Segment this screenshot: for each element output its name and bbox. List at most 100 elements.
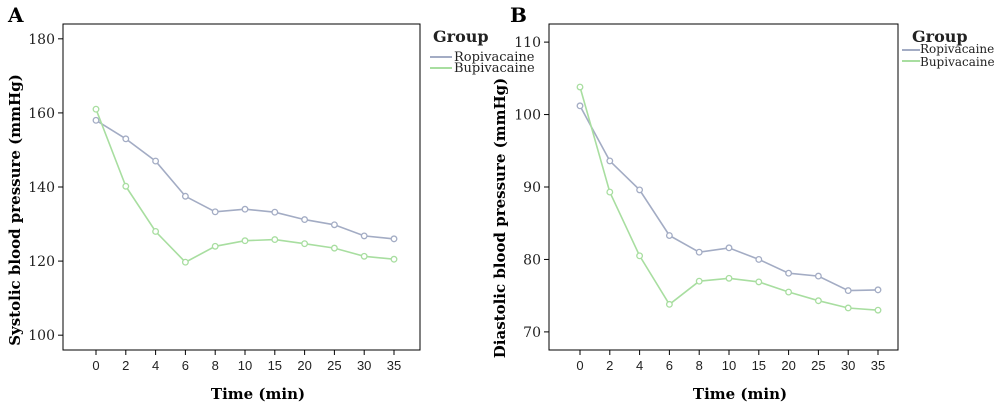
x-tick-label: 0 xyxy=(576,358,583,373)
data-point-bupivacaine xyxy=(241,237,249,245)
data-point-ropivacaine xyxy=(814,272,822,280)
data-point-ropivacaine xyxy=(181,192,189,200)
data-point-bupivacaine xyxy=(92,105,100,113)
x-tick-label: 2 xyxy=(122,358,129,373)
data-point-ropivacaine xyxy=(301,216,309,224)
y-axis-title: Diastolic blood pressure (mmHg) xyxy=(491,78,509,358)
panel-label: A xyxy=(7,3,24,27)
data-point-bupivacaine xyxy=(152,228,160,235)
data-point-ropivacaine xyxy=(576,102,584,110)
x-tick-label: 35 xyxy=(871,358,885,373)
y-tick-label: 80 xyxy=(523,252,541,268)
data-point-bupivacaine xyxy=(390,255,398,263)
data-point-ropivacaine xyxy=(390,235,398,243)
x-axis-title: Time (min) xyxy=(693,385,787,403)
x-tick-label: 4 xyxy=(636,358,643,373)
y-axis-title: Systolic blood pressure (mmHg) xyxy=(6,74,24,346)
data-point-bupivacaine xyxy=(211,242,219,250)
data-point-ropivacaine xyxy=(330,221,338,229)
data-point-ropivacaine xyxy=(271,208,279,216)
x-tick-label: 20 xyxy=(781,358,795,373)
data-point-bupivacaine xyxy=(725,274,733,282)
x-tick-label: 6 xyxy=(666,358,673,373)
x-tick-label: 10 xyxy=(238,358,252,373)
y-tick-label: 140 xyxy=(28,180,55,196)
x-tick-label: 25 xyxy=(327,358,341,373)
legend: Group Ropivacaine Bupivacaine xyxy=(902,27,995,69)
x-axis-title: Time (min) xyxy=(211,385,305,403)
data-point-ropivacaine xyxy=(360,232,368,240)
data-point-bupivacaine xyxy=(271,236,279,244)
x-tick-label: 30 xyxy=(841,358,855,373)
data-point-bupivacaine xyxy=(122,182,130,190)
data-point-bupivacaine xyxy=(874,306,882,314)
legend-label-bupivacaine: Bupivacaine xyxy=(454,61,535,76)
series-layer xyxy=(576,83,882,314)
data-point-ropivacaine xyxy=(152,157,160,165)
panel-a: A 100 120 140 160 180 0 2 4 6 8 10 15 20 25 30 35 Syst… xyxy=(6,3,535,403)
data-point-bupivacaine xyxy=(360,252,368,260)
data-point-ropivacaine xyxy=(844,287,852,295)
x-axis: 0 2 4 6 8 10 15 20 25 30 35 xyxy=(576,350,885,373)
panel-label: B xyxy=(510,3,527,27)
data-point-bupivacaine xyxy=(181,258,189,266)
data-point-ropivacaine xyxy=(695,248,703,256)
data-point-bupivacaine xyxy=(814,297,822,305)
y-tick-label: 180 xyxy=(28,32,55,48)
data-point-ropivacaine xyxy=(211,208,219,216)
data-point-bupivacaine xyxy=(301,240,309,248)
y-tick-label: 100 xyxy=(28,328,55,344)
x-tick-label: 20 xyxy=(297,358,311,373)
data-point-ropivacaine xyxy=(241,205,249,213)
data-point-ropivacaine xyxy=(636,186,644,194)
data-point-ropivacaine xyxy=(755,255,763,263)
data-point-ropivacaine xyxy=(606,157,614,165)
data-point-ropivacaine xyxy=(785,269,793,277)
data-point-bupivacaine xyxy=(606,188,614,196)
data-point-ropivacaine xyxy=(874,286,882,294)
legend-title: Group xyxy=(912,27,968,46)
data-point-ropivacaine xyxy=(665,232,673,239)
data-point-bupivacaine xyxy=(785,288,793,296)
y-axis: 70 80 90 100 110 xyxy=(514,35,549,341)
plot-frame xyxy=(62,23,421,351)
x-tick-label: 10 xyxy=(722,358,736,373)
y-tick-label: 100 xyxy=(514,108,541,124)
data-point-bupivacaine xyxy=(844,304,852,312)
data-point-bupivacaine xyxy=(576,83,584,91)
data-point-ropivacaine xyxy=(725,244,733,252)
x-tick-label: 15 xyxy=(752,358,766,373)
legend-title: Group xyxy=(433,27,489,46)
data-point-bupivacaine xyxy=(330,244,338,252)
legend-label-ropivacaine: Ropivacaine xyxy=(920,42,994,56)
legend-label-ropivacaine: Ropivacaine xyxy=(454,50,535,65)
y-tick-label: 90 xyxy=(523,180,541,196)
data-point-bupivacaine xyxy=(636,252,644,260)
series-layer xyxy=(92,105,398,266)
x-tick-label: 8 xyxy=(212,358,219,373)
x-axis: 0 2 4 6 8 10 15 20 25 30 35 xyxy=(92,350,401,373)
x-tick-label: 2 xyxy=(606,358,613,373)
x-tick-label: 35 xyxy=(387,358,401,373)
legend: Group Ropivacaine Bupivacaine xyxy=(430,27,535,76)
data-point-ropivacaine xyxy=(92,116,100,124)
data-point-bupivacaine xyxy=(665,300,673,308)
y-tick-label: 120 xyxy=(28,254,55,270)
x-tick-label: 4 xyxy=(152,358,159,373)
y-tick-label: 160 xyxy=(28,106,55,122)
legend-label-bupivacaine: Bupivacaine xyxy=(920,55,995,69)
data-point-bupivacaine xyxy=(755,278,763,286)
x-tick-label: 15 xyxy=(268,358,282,373)
x-tick-label: 0 xyxy=(92,358,99,373)
y-tick-label: 70 xyxy=(523,325,541,341)
panel-b: B 70 80 90 100 110 0 2 4 6 8 10 15 20 25 30 35 Diastol… xyxy=(491,3,995,403)
x-tick-label: 25 xyxy=(811,358,825,373)
plot-frame xyxy=(548,23,899,351)
data-point-ropivacaine xyxy=(122,135,130,143)
data-point-bupivacaine xyxy=(695,277,703,285)
x-tick-label: 8 xyxy=(696,358,703,373)
y-tick-label: 110 xyxy=(514,35,541,51)
x-tick-label: 30 xyxy=(357,358,371,373)
y-axis: 100 120 140 160 180 xyxy=(28,32,63,344)
